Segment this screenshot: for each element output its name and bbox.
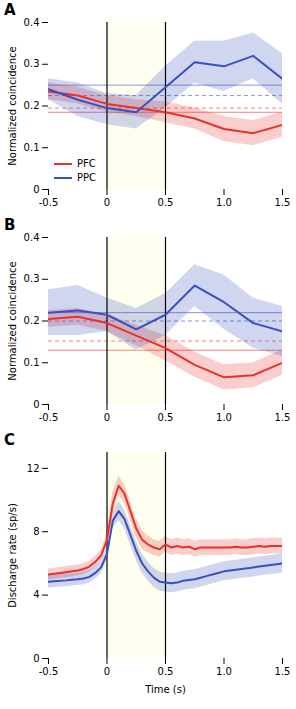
svg-text:0.2: 0.2 (24, 315, 40, 326)
html-text:B: B (4, 216, 16, 234)
html-text:A: A (4, 1, 16, 19)
svg-text:1.5: 1.5 (275, 666, 291, 677)
svg-text:0.1: 0.1 (24, 357, 40, 368)
svg-text:8: 8 (33, 526, 39, 537)
html-text:PPC: PPC (77, 172, 96, 183)
svg-text:0.2: 0.2 (24, 100, 40, 111)
svg-text:0: 0 (33, 399, 39, 410)
svg-text:Normalized coincidence: Normalized coincidence (7, 46, 18, 165)
svg-text:0: 0 (33, 653, 39, 664)
svg-text:0: 0 (104, 197, 110, 208)
svg-text:Normalized coincidence: Normalized coincidence (7, 261, 18, 380)
svg-text:0: 0 (104, 666, 110, 677)
svg-text:4: 4 (33, 589, 39, 600)
svg-text:0.3: 0.3 (24, 273, 40, 284)
svg-text:0.4: 0.4 (24, 17, 40, 28)
svg-text:0.5: 0.5 (158, 666, 174, 677)
svg-text:1.0: 1.0 (216, 412, 232, 423)
html-text:C: C (4, 431, 15, 449)
html-text:PFC: PFC (77, 158, 96, 169)
svg-text:0: 0 (104, 412, 110, 423)
svg-text:1.5: 1.5 (275, 412, 291, 423)
svg-text:Time (s): Time (s) (144, 684, 186, 695)
svg-text:0.5: 0.5 (158, 412, 174, 423)
svg-text:0.3: 0.3 (24, 58, 40, 69)
svg-text:0.5: 0.5 (158, 197, 174, 208)
svg-text:0.4: 0.4 (24, 232, 40, 243)
svg-text:1.0: 1.0 (216, 666, 232, 677)
svg-text:12: 12 (27, 463, 40, 474)
svg-text:0.1: 0.1 (24, 142, 40, 153)
svg-text:-0.5: -0.5 (39, 197, 59, 208)
svg-text:0: 0 (33, 184, 39, 195)
svg-text:1.5: 1.5 (275, 197, 291, 208)
svg-text:-0.5: -0.5 (39, 412, 59, 423)
svg-text:1.0: 1.0 (216, 197, 232, 208)
svg-text:-0.5: -0.5 (39, 666, 59, 677)
svg-text:Discharge rate (sp/s): Discharge rate (sp/s) (7, 503, 18, 608)
